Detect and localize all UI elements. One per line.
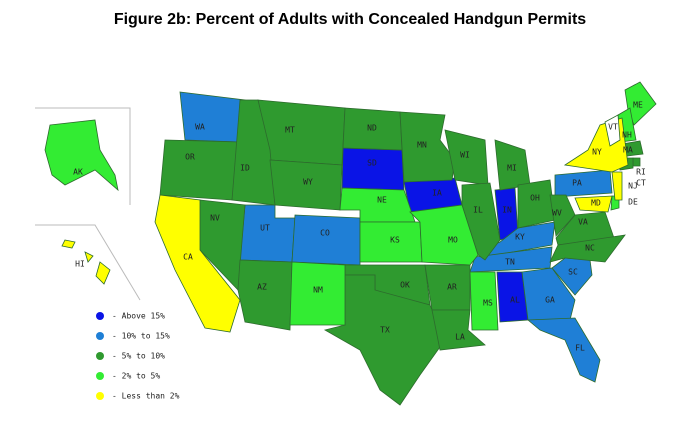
state-label: KS — [390, 236, 400, 245]
state-label: MN — [417, 141, 427, 150]
state-label: MI — [507, 164, 517, 173]
state-region — [84, 251, 94, 263]
state-region — [431, 309, 486, 351]
state-region — [339, 187, 416, 223]
legend-swatch — [96, 312, 104, 320]
state-label: NY — [592, 148, 602, 157]
legend-swatch — [96, 352, 104, 360]
state-region — [549, 234, 626, 263]
state-label: DE — [628, 198, 638, 207]
state-region — [239, 204, 296, 263]
state-region — [291, 214, 361, 266]
state-label: CA — [183, 253, 193, 262]
state-label: MT — [285, 126, 295, 135]
state-label: AK — [73, 168, 83, 177]
state-label: VA — [578, 218, 588, 227]
state-region — [159, 139, 241, 201]
state-label: PA — [572, 179, 582, 188]
state-label: SC — [568, 268, 578, 277]
state-label: NE — [377, 196, 387, 205]
state-label: IL — [473, 206, 483, 215]
state-label: MA — [623, 146, 633, 155]
state-label: FL — [575, 344, 585, 353]
state-label: TX — [380, 326, 390, 335]
state-label: UT — [260, 224, 270, 233]
state-label: NH — [622, 131, 632, 140]
state-label: ND — [367, 124, 377, 133]
state-region — [526, 317, 601, 383]
outline — [35, 107, 141, 301]
state-label: AR — [447, 283, 457, 292]
legend-label: - Above 15% — [112, 312, 165, 321]
state-label: OK — [400, 281, 410, 290]
state-label: ME — [633, 101, 643, 110]
hawaii-frame — [35, 224, 141, 301]
state-label: MO — [448, 236, 458, 245]
state-region — [624, 81, 657, 126]
state-region — [554, 169, 613, 198]
state-label: WY — [303, 178, 313, 187]
legend-label: - 5% to 10% — [112, 352, 165, 361]
state-label: TN — [505, 258, 515, 267]
state-label: IA — [432, 189, 442, 198]
labels: SD IA IN AL WA UT CO PA KY TN SC GA FL MT OR ID WY ND MN WI… — [73, 101, 646, 353]
state-region — [44, 119, 119, 192]
state-label: NM — [313, 286, 323, 295]
legend-swatch — [96, 332, 104, 340]
state-label: OR — [185, 153, 195, 162]
state-label: VT — [608, 123, 618, 132]
legend-label: - 2% to 5% — [112, 372, 160, 381]
state-label: RI — [636, 168, 646, 177]
state-label: SD — [367, 159, 377, 168]
state-label: CT — [636, 179, 646, 188]
state-label: NJ — [628, 182, 638, 191]
state-region — [289, 261, 346, 326]
alaska-frame — [35, 107, 131, 205]
state-label: NV — [210, 214, 220, 223]
state-label: HI — [75, 260, 85, 269]
state-region — [237, 259, 293, 331]
state-region — [551, 257, 593, 296]
state-label: GA — [545, 296, 555, 305]
figure-title: Figure 2b: Percent of Adults with Concea… — [114, 11, 586, 28]
state-region — [632, 157, 641, 167]
state-label: IN — [502, 206, 512, 215]
state-region — [61, 239, 76, 249]
regions — [44, 81, 657, 406]
state-label: OH — [530, 194, 540, 203]
state-label: LA — [455, 333, 465, 342]
state-region — [179, 91, 246, 143]
state-region — [574, 195, 613, 213]
legend: - Above 15% - 10% to 15% - 5% to 10% - 2% t… — [96, 312, 180, 401]
state-region — [341, 147, 405, 191]
state-label: MD — [591, 199, 601, 208]
state-label: MS — [483, 299, 493, 308]
state-region — [555, 211, 615, 246]
legend-swatch — [96, 372, 104, 380]
legend-label: - 10% to 15% — [112, 332, 170, 341]
state-region — [95, 261, 111, 285]
state-region — [469, 271, 499, 331]
state-label: ID — [240, 164, 250, 173]
legend-swatch — [96, 392, 104, 400]
state-region — [399, 111, 456, 183]
state-region — [604, 114, 621, 147]
state-region — [611, 171, 623, 201]
state-label: AZ — [257, 283, 267, 292]
state-label: NC — [585, 244, 595, 253]
state-region — [323, 274, 446, 406]
state-region — [154, 194, 241, 333]
state-region — [409, 204, 479, 266]
state-label: CO — [320, 229, 330, 238]
state-region — [257, 99, 346, 166]
state-label: WV — [552, 209, 562, 218]
state-label: WI — [460, 151, 470, 160]
state-region — [517, 179, 556, 229]
state-label: KY — [515, 233, 525, 242]
state-label: WA — [195, 123, 205, 132]
state-region — [521, 267, 576, 321]
state-label: AL — [510, 296, 520, 305]
legend-label: - Less than 2% — [112, 392, 180, 401]
